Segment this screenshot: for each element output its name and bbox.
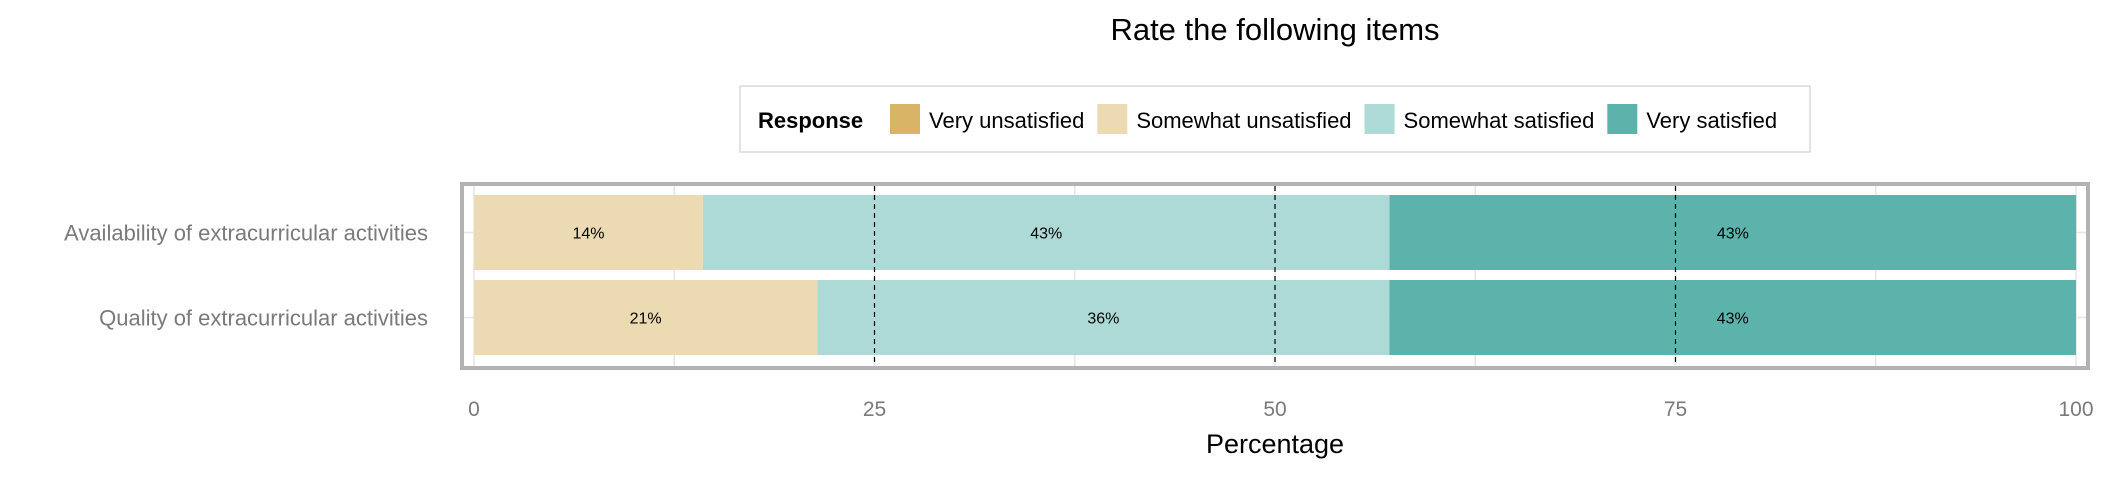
x-tick-label: 50 xyxy=(1263,398,1286,421)
legend-entry: Somewhat unsatisfied xyxy=(1136,108,1351,133)
legend-swatch xyxy=(1097,104,1128,134)
x-tick-label: 25 xyxy=(863,398,886,421)
legend-title: Response xyxy=(758,108,863,133)
legend-swatch xyxy=(1364,104,1395,134)
bar-somewhat-unsatisfied xyxy=(474,280,818,355)
x-tick-label: 0 xyxy=(468,398,480,421)
panel-border xyxy=(460,182,2090,370)
plot-area: 14% 43% 43% 21% 36% 43% xyxy=(460,182,2090,370)
x-tick-label: 75 xyxy=(1664,398,1687,421)
legend-entry: Very satisfied xyxy=(1646,108,1777,133)
data-label: 43% xyxy=(1030,226,1062,243)
data-label: 43% xyxy=(1717,226,1749,243)
legend-entry: Very unsatisfied xyxy=(929,108,1084,133)
bar-somewhat-unsatisfied xyxy=(474,195,703,270)
x-axis-title: Percentage xyxy=(1206,429,1344,459)
bar-very-satisfied xyxy=(1389,195,2077,270)
bar-very-satisfied xyxy=(1389,280,2076,355)
legend-swatch xyxy=(890,104,920,134)
chart-title: Rate the following items xyxy=(1110,12,1439,47)
x-tick-label: 100 xyxy=(2058,398,2093,421)
data-label: 14% xyxy=(572,226,604,243)
category-label: Quality of extracurricular activities xyxy=(99,306,428,331)
legend-entry: Somewhat satisfied xyxy=(1404,108,1595,133)
bar-somewhat-satisfied xyxy=(817,280,1390,355)
category-label: Availability of extracurricular activiti… xyxy=(64,221,428,246)
legend-swatch xyxy=(1607,104,1638,134)
data-label: 36% xyxy=(1087,311,1119,328)
legend: Response Very unsatisfied Somewhat unsati… xyxy=(739,85,1811,153)
data-label: 21% xyxy=(630,311,662,328)
data-label: 43% xyxy=(1717,311,1749,328)
